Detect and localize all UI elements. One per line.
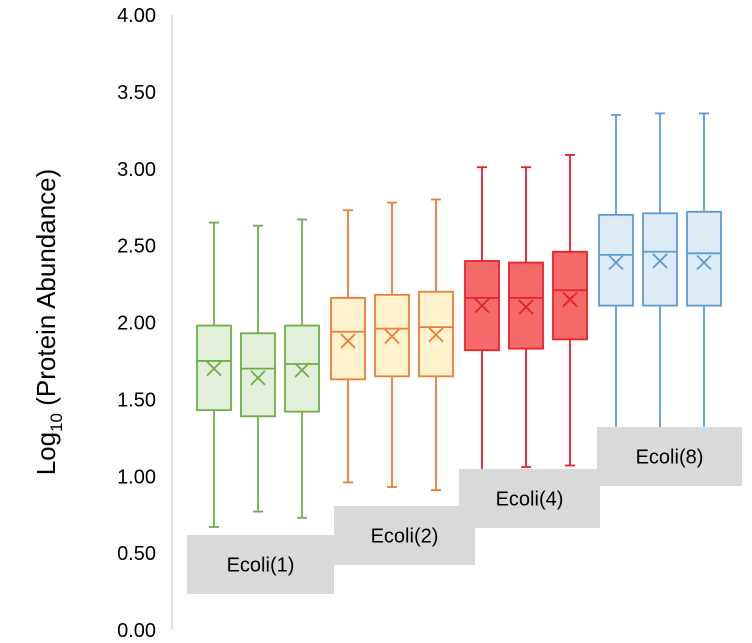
group-label-box [597, 427, 742, 486]
y-tick-label: 0.50 [117, 543, 156, 565]
mean-marker [608, 254, 624, 271]
box-group-2 [330, 198, 454, 491]
group-label-box [187, 535, 334, 594]
mean-marker [518, 299, 534, 315]
group-label-text: Ecoli(2) [371, 526, 439, 548]
y-axis: 0.00 0.50 1.00 1.50 2.00 2.50 3.00 3.50 4.00 [117, 5, 173, 642]
group-label-text: Ecoli(4) [496, 489, 564, 511]
group-label-3: Ecoli(4) [459, 469, 600, 528]
y-tick-label: 4.00 [117, 5, 156, 27]
group-label-4: Ecoli(8) [597, 427, 742, 486]
y-tick-label: 3.50 [117, 82, 156, 104]
iqr-box [284, 324, 320, 413]
mean-marker [384, 328, 400, 344]
group-label-text: Ecoli(1) [227, 555, 295, 577]
group-label-box [334, 506, 475, 565]
group-label-box [459, 469, 600, 528]
group-labels: Ecoli(1) Ecoli(2) Ecoli(4) Ecoli(8) [187, 427, 742, 594]
mean-marker [340, 333, 356, 349]
iqr-box [240, 332, 276, 418]
y-tick-label: 0.00 [117, 620, 156, 642]
y-axis-title: Log10 (Protein Abundance) [31, 169, 66, 476]
iqr-box [508, 261, 544, 350]
iqr-box [598, 213, 634, 307]
iqr-box [686, 210, 722, 307]
box-group-4 [598, 112, 722, 430]
mean-marker [250, 370, 266, 386]
y-tick-label: 2.50 [117, 236, 156, 258]
box-group-3 [464, 154, 588, 475]
plot-area [196, 112, 722, 528]
mean-marker [652, 253, 668, 269]
iqr-box [330, 296, 366, 381]
mean-marker [696, 254, 712, 271]
iqr-box [642, 212, 678, 307]
mean-marker [206, 360, 222, 377]
y-tick-label: 3.00 [117, 159, 156, 181]
y-axis-title-prefix: Log [31, 432, 61, 475]
group-label-1: Ecoli(1) [187, 535, 334, 594]
y-axis-title-subscript: 10 [47, 413, 66, 432]
group-label-text: Ecoli(8) [636, 447, 704, 469]
mean-marker [474, 297, 490, 314]
iqr-box [552, 250, 588, 341]
mean-marker [428, 327, 444, 343]
mean-marker [294, 362, 310, 378]
box-group-1 [196, 218, 320, 528]
y-tick-label: 2.00 [117, 313, 156, 335]
group-label-2: Ecoli(2) [334, 506, 475, 565]
y-tick-label: 1.00 [117, 466, 156, 488]
y-tick-label: 1.50 [117, 389, 156, 411]
mean-marker [562, 291, 578, 308]
y-axis-title-suffix: (Protein Abundance) [31, 169, 61, 413]
